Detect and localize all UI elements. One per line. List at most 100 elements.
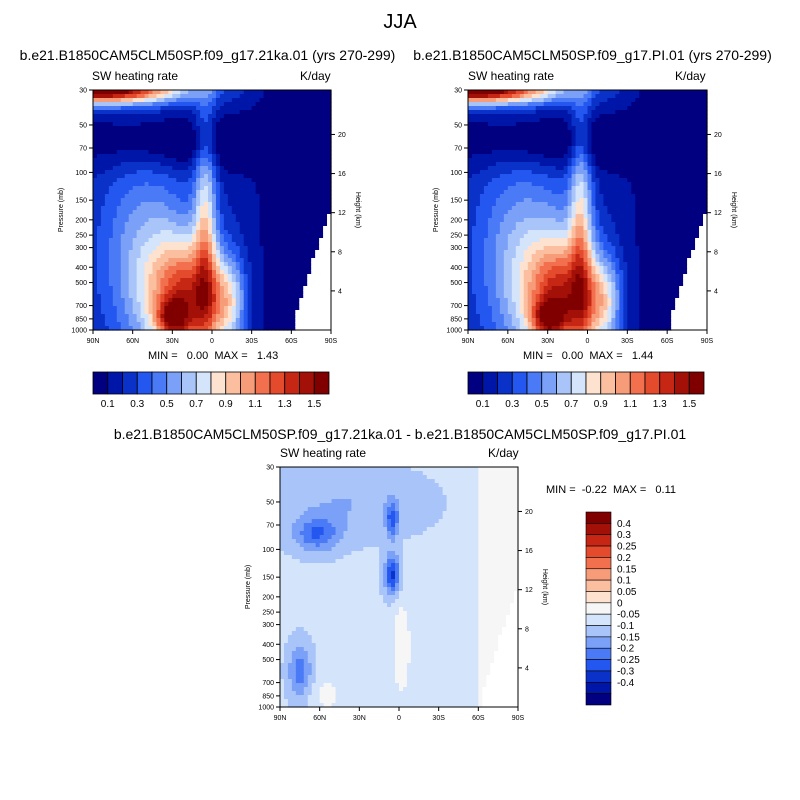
contour-cell bbox=[116, 158, 122, 163]
contour-cell bbox=[243, 310, 249, 315]
contour-cell bbox=[271, 94, 277, 99]
contour-cell bbox=[144, 142, 150, 147]
contour-cell bbox=[503, 274, 509, 279]
contour-cell bbox=[152, 314, 158, 319]
contour-cell bbox=[200, 270, 205, 275]
contour-cell bbox=[140, 266, 146, 271]
contour-cell bbox=[148, 218, 154, 223]
contour-cell bbox=[479, 110, 485, 115]
contour-cell bbox=[124, 122, 130, 127]
contour-cell bbox=[271, 250, 277, 255]
contour-cell bbox=[172, 90, 177, 95]
contour-cell bbox=[243, 278, 249, 283]
contour-cell bbox=[116, 110, 122, 115]
contour-cell bbox=[319, 154, 324, 159]
contour-cell bbox=[515, 146, 521, 151]
contour-cell bbox=[152, 226, 158, 231]
contour-cell bbox=[148, 302, 154, 307]
contour-cell bbox=[140, 282, 146, 287]
contour-cell bbox=[152, 130, 158, 135]
contour-cell bbox=[523, 314, 529, 319]
contour-cell bbox=[124, 138, 130, 143]
contour-cell bbox=[279, 154, 284, 159]
contour-cell bbox=[247, 122, 253, 127]
contour-cell bbox=[192, 154, 197, 159]
contour-cell bbox=[287, 270, 292, 275]
contour-cell bbox=[231, 98, 237, 103]
contour-cell bbox=[196, 110, 201, 115]
contour-cell bbox=[196, 102, 201, 107]
contour-cell bbox=[299, 310, 304, 315]
contour-cell bbox=[120, 262, 126, 267]
contour-cell bbox=[120, 322, 126, 327]
contour-cell bbox=[291, 170, 296, 175]
contour-cell bbox=[527, 282, 533, 287]
contour-cell bbox=[164, 214, 169, 219]
contour-cell bbox=[208, 286, 213, 291]
contour-cell bbox=[227, 238, 233, 243]
contour-cell bbox=[184, 158, 189, 163]
contour-cell bbox=[531, 298, 537, 303]
contour-cell bbox=[468, 138, 473, 143]
contour-cell bbox=[251, 250, 257, 255]
contour-cell bbox=[271, 242, 277, 247]
contour-cell bbox=[307, 266, 312, 271]
contour-cell bbox=[491, 154, 497, 159]
contour-cell bbox=[471, 174, 477, 179]
contour-cell bbox=[511, 258, 517, 263]
contour-cell bbox=[124, 106, 130, 111]
contour-cell bbox=[120, 154, 126, 159]
contour-cell bbox=[547, 242, 553, 247]
contour-cell bbox=[531, 166, 537, 171]
contour-cell bbox=[483, 298, 489, 303]
contour-cell bbox=[535, 94, 541, 99]
contour-cell bbox=[327, 138, 332, 143]
contour-cell bbox=[227, 206, 233, 211]
contour-cell bbox=[184, 142, 189, 147]
contour-cell bbox=[551, 158, 557, 163]
contour-cell bbox=[483, 278, 489, 283]
contour-cell bbox=[319, 114, 324, 119]
contour-cell bbox=[208, 102, 213, 107]
contour-cell bbox=[124, 226, 130, 231]
contour-cell bbox=[215, 282, 221, 287]
contour-cell bbox=[156, 122, 162, 127]
contour-cell bbox=[283, 202, 288, 207]
contour-cell bbox=[223, 94, 229, 99]
contour-cell bbox=[511, 122, 517, 127]
contour-cell bbox=[271, 318, 277, 323]
contour-cell bbox=[468, 114, 473, 119]
contour-cell bbox=[251, 238, 257, 243]
contour-cell bbox=[295, 150, 300, 155]
contour-cell bbox=[168, 154, 173, 159]
contour-cell bbox=[491, 110, 497, 115]
contour-cell bbox=[315, 142, 320, 147]
contour-cell bbox=[547, 258, 553, 263]
contour-cell bbox=[507, 242, 513, 247]
contour-cell bbox=[259, 318, 265, 323]
contour-cell bbox=[471, 258, 477, 263]
contour-cell bbox=[279, 110, 284, 115]
contour-cell bbox=[96, 138, 102, 143]
contour-cell bbox=[539, 206, 545, 211]
contour-cell bbox=[287, 226, 292, 231]
contour-cell bbox=[108, 318, 114, 323]
contour-cell bbox=[523, 306, 529, 311]
contour-cell bbox=[164, 326, 169, 331]
contour-cell bbox=[495, 322, 501, 327]
contour-cell bbox=[239, 142, 245, 147]
contour-cell bbox=[212, 94, 217, 99]
contour-cell bbox=[315, 110, 320, 115]
contour-cell bbox=[291, 174, 296, 179]
contour-cell bbox=[543, 146, 549, 151]
contour-cell bbox=[168, 270, 173, 275]
contour-cell bbox=[132, 222, 138, 227]
contour-cell bbox=[327, 318, 332, 323]
contour-cell bbox=[263, 234, 269, 239]
contour-cell bbox=[112, 302, 118, 307]
contour-cell bbox=[231, 254, 237, 259]
contour-cell bbox=[483, 138, 489, 143]
contour-cell bbox=[531, 102, 537, 107]
contour-cell bbox=[551, 178, 557, 183]
contour-cell bbox=[531, 258, 537, 263]
